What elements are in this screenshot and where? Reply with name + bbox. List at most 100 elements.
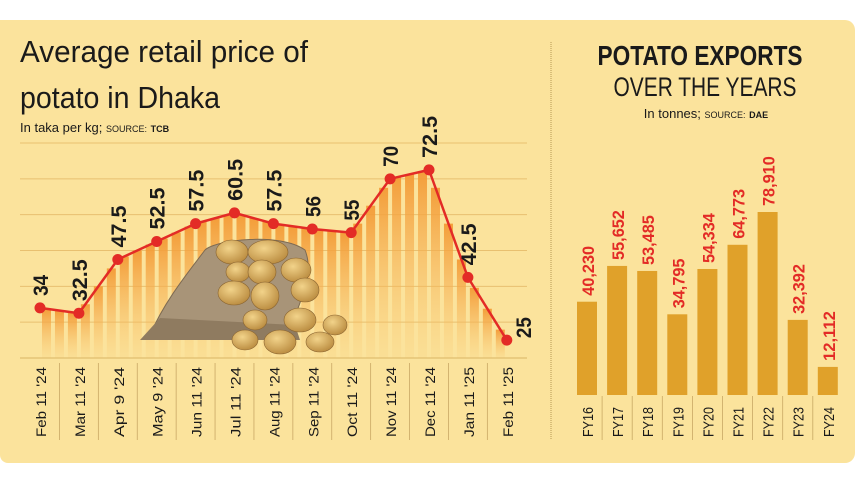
data-label: 52.5	[147, 187, 170, 229]
potato	[263, 329, 297, 355]
area-stripe	[405, 174, 415, 358]
bar	[667, 314, 688, 395]
data-label: 70	[380, 146, 403, 167]
bar	[577, 301, 597, 395]
data-label: 47.5	[108, 205, 131, 247]
area-stripe	[93, 286, 103, 358]
x-tick-label: Mar 11 '24	[72, 367, 88, 437]
area-stripe	[80, 304, 90, 358]
x-tick-label: FY20	[700, 407, 717, 437]
potato-sack-image	[140, 238, 348, 355]
potato	[247, 239, 289, 265]
potato	[225, 261, 251, 283]
x-tick-label: Apr 9 '24	[111, 367, 127, 437]
data-point	[151, 236, 163, 248]
x-tick-label: Dec 11 '24	[422, 367, 438, 437]
bar-value-label: 55,652	[609, 210, 628, 260]
data-label: 57.5	[186, 169, 209, 211]
data-point	[229, 207, 240, 219]
bar	[817, 366, 838, 395]
x-tick-label: FY17	[610, 407, 627, 437]
bar-chart-title-line2: OVER THE YEARS	[614, 72, 797, 102]
data-point	[345, 227, 357, 239]
x-tick-label: FY21	[731, 407, 748, 437]
x-tick-label: Aug 11 '24	[266, 367, 282, 437]
area-stripe	[443, 223, 453, 358]
line-chart-title-line1: Average retail price of	[20, 34, 308, 69]
bar	[697, 268, 718, 395]
x-tick-label: FY22	[761, 407, 778, 437]
x-tick-label: Nov 11 '24	[383, 367, 399, 437]
bar-value-label: 34,795	[669, 259, 688, 309]
potato	[283, 307, 317, 333]
line-chart-title-line2: potato in Dhaka	[20, 80, 221, 115]
area-stripe	[392, 177, 402, 358]
x-tick-label: FY23	[791, 407, 808, 437]
x-tick-label: Feb 11 '25	[500, 367, 516, 437]
data-point	[267, 218, 279, 230]
bar-value-label: 64,773	[730, 189, 749, 239]
potato	[247, 259, 277, 285]
area-stripe	[340, 231, 350, 358]
area-stripe	[119, 256, 129, 358]
data-point	[462, 271, 474, 283]
data-point	[190, 218, 202, 230]
area-stripe	[379, 187, 389, 358]
data-label: 34	[30, 275, 53, 296]
bar	[757, 212, 778, 395]
area-stripe	[469, 287, 479, 358]
area-stripe	[41, 308, 51, 358]
x-tick-label: FY18	[640, 407, 657, 437]
data-label: 72.5	[419, 116, 442, 158]
area-stripe	[67, 312, 77, 358]
bar-chart-subtitle: In tonnes; SOURCE: DAE	[644, 106, 768, 121]
data-point	[73, 307, 85, 319]
data-point	[306, 223, 318, 235]
data-point	[501, 334, 513, 346]
area-stripe	[132, 250, 142, 358]
x-tick-label: FY24	[821, 407, 838, 437]
bar-value-label: 54,334	[699, 213, 718, 263]
bar	[787, 319, 808, 395]
data-point	[34, 302, 46, 314]
area-stripe	[482, 308, 492, 358]
area-stripe	[495, 329, 505, 358]
data-point	[423, 164, 435, 176]
area-stripe	[456, 259, 466, 358]
potato	[250, 281, 280, 311]
area-stripe	[106, 268, 116, 358]
data-label: 42.5	[458, 223, 481, 265]
data-label: 55	[341, 199, 364, 220]
area-stripe	[366, 205, 376, 358]
x-tick-label: Sep 11 '24	[305, 367, 321, 437]
bar-value-label: 12,112	[820, 311, 839, 361]
x-tick-label: Jan 11 '25	[461, 367, 477, 437]
area-stripe	[314, 229, 324, 358]
x-tick-label: Jun 11 '24	[189, 367, 205, 437]
bar-value-label: 32,392	[790, 264, 809, 314]
data-label: 25	[513, 317, 536, 338]
area-stripe	[327, 230, 337, 358]
area-stripe	[145, 244, 155, 358]
area-stripe	[158, 238, 168, 358]
potato	[231, 329, 259, 351]
x-tick-label: FY19	[670, 407, 687, 437]
potato	[290, 277, 320, 303]
bar-value-label: 78,910	[760, 156, 779, 206]
data-point	[384, 173, 396, 185]
potato	[322, 314, 348, 336]
x-tick-label: Feb 11 '24	[33, 367, 49, 437]
x-tick-label: Oct 11 '24	[344, 367, 360, 437]
bar-value-label: 40,230	[579, 246, 598, 296]
bar	[727, 244, 748, 395]
x-tick-label: Jul 11 '24	[228, 367, 244, 437]
bar	[607, 265, 628, 395]
data-label: 32.5	[69, 259, 92, 301]
potato	[242, 309, 268, 331]
area-stripe	[418, 171, 428, 358]
x-tick-label: FY16	[580, 407, 597, 437]
area-stripe	[54, 310, 64, 358]
x-tick-label: May 9 '24	[150, 367, 166, 437]
data-label: 56	[302, 196, 325, 217]
